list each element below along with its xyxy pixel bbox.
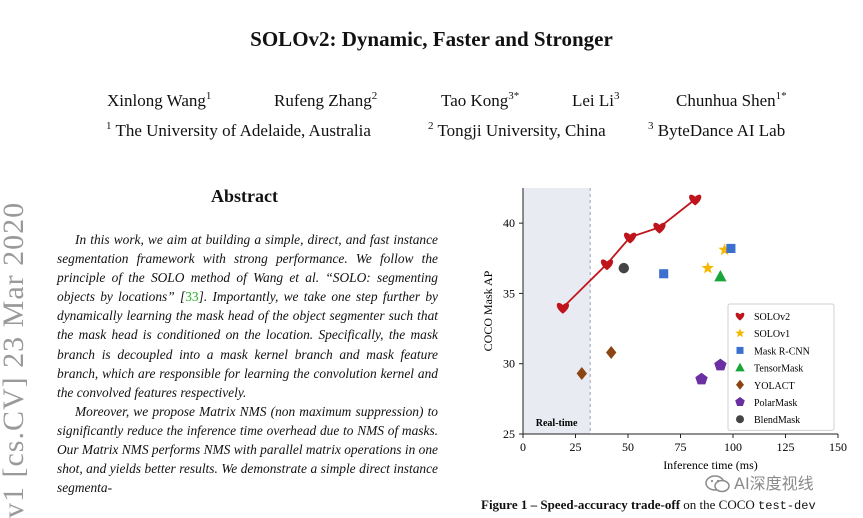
wechat-icon <box>705 475 730 493</box>
x-tick-label: 100 <box>724 440 742 454</box>
solov2-point <box>653 222 666 234</box>
solov2-point <box>556 302 570 314</box>
legend-marker-tensormask <box>735 362 745 372</box>
x-tick-label: 75 <box>675 440 687 454</box>
legend-marker-solov2 <box>735 312 745 321</box>
legend-label-solov2: SOLOv2 <box>754 312 790 323</box>
legend-label-blendmask: BlendMask <box>754 415 800 426</box>
paper-title: SOLOv2: Dynamic, Faster and Stronger <box>250 27 613 51</box>
y-tick-label: 35 <box>503 286 515 300</box>
y-tick-label: 30 <box>503 357 515 371</box>
legend-marker-mask-r-cnn <box>736 346 744 354</box>
abstract-paragraph-1: In this work, we aim at building a simpl… <box>57 232 438 400</box>
y-tick-label: 40 <box>503 216 515 230</box>
author-3: Tao Kong3* <box>441 90 520 110</box>
y-tick-label: 25 <box>503 427 515 441</box>
watermark: AI深度视线 <box>705 470 814 494</box>
author-2: Rufeng Zhang2 <box>274 90 378 110</box>
blendmask-point <box>618 262 629 274</box>
solov2-point <box>689 194 702 206</box>
solov2-point <box>600 259 614 271</box>
polarmask-point <box>695 372 708 385</box>
author-4: Lei Li3 <box>572 90 620 110</box>
legend-marker-blendmask <box>736 415 744 424</box>
mask-r-cnn-point <box>659 269 669 279</box>
legend-label-yolact: YOLACT <box>754 381 795 392</box>
abstract-paragraph-2: Moreover, we propose Matrix NMS (non max… <box>57 403 438 496</box>
x-tick-label: 150 <box>829 440 847 454</box>
solov1-point <box>718 243 731 256</box>
realtime-label: Real-time <box>536 418 578 429</box>
x-tick-label: 50 <box>622 440 634 454</box>
tensormask-point <box>714 270 727 282</box>
x-tick-label: 0 <box>520 440 526 454</box>
x-tick-label: 125 <box>777 440 795 454</box>
legend-label-tensormask: TensorMask <box>754 364 803 375</box>
legend-marker-polarmask <box>735 397 745 406</box>
mask-r-cnn-point <box>726 243 736 253</box>
x-axis-label: Inference time (ms) <box>663 458 758 472</box>
x-tick-label: 25 <box>570 440 582 454</box>
legend-label-solov1: SOLOv1 <box>754 329 790 340</box>
polarmask-point <box>714 358 727 371</box>
abstract-body: In this work, we aim at building a simpl… <box>57 230 438 497</box>
affiliation-1: 1 The University of Adelaide, Australia <box>106 120 371 140</box>
legend-box <box>727 303 835 431</box>
abstract-heading: Abstract <box>211 186 278 206</box>
y-axis-label: COCO Mask AP <box>481 270 495 351</box>
solov2-point <box>623 232 637 244</box>
author-1: Xinlong Wang1 <box>107 90 212 110</box>
realtime-region <box>523 188 591 434</box>
solov1-point <box>701 261 714 274</box>
legend-label-polarmask: PolarMask <box>754 398 797 409</box>
affiliation-2: 2 Tongji University, China <box>428 120 606 140</box>
author-5: Chunhua Shen1* <box>676 90 787 110</box>
citation-link[interactable]: 33 <box>185 289 199 305</box>
yolact-point <box>606 345 617 359</box>
speed-accuracy-chart: Real-time 0 25 50 75 100 125 150 25 30 35 40 Inferen… <box>481 188 847 472</box>
legend-label-mask-r-cnn: Mask R-CNN <box>754 346 810 357</box>
legend-marker-solov1 <box>735 328 745 338</box>
legend-marker-yolact <box>736 379 744 390</box>
affiliation-3: 3 ByteDance AI Lab <box>648 120 786 140</box>
figure-caption: Figure 1 – Speed-accuracy trade-off on t… <box>481 497 816 513</box>
